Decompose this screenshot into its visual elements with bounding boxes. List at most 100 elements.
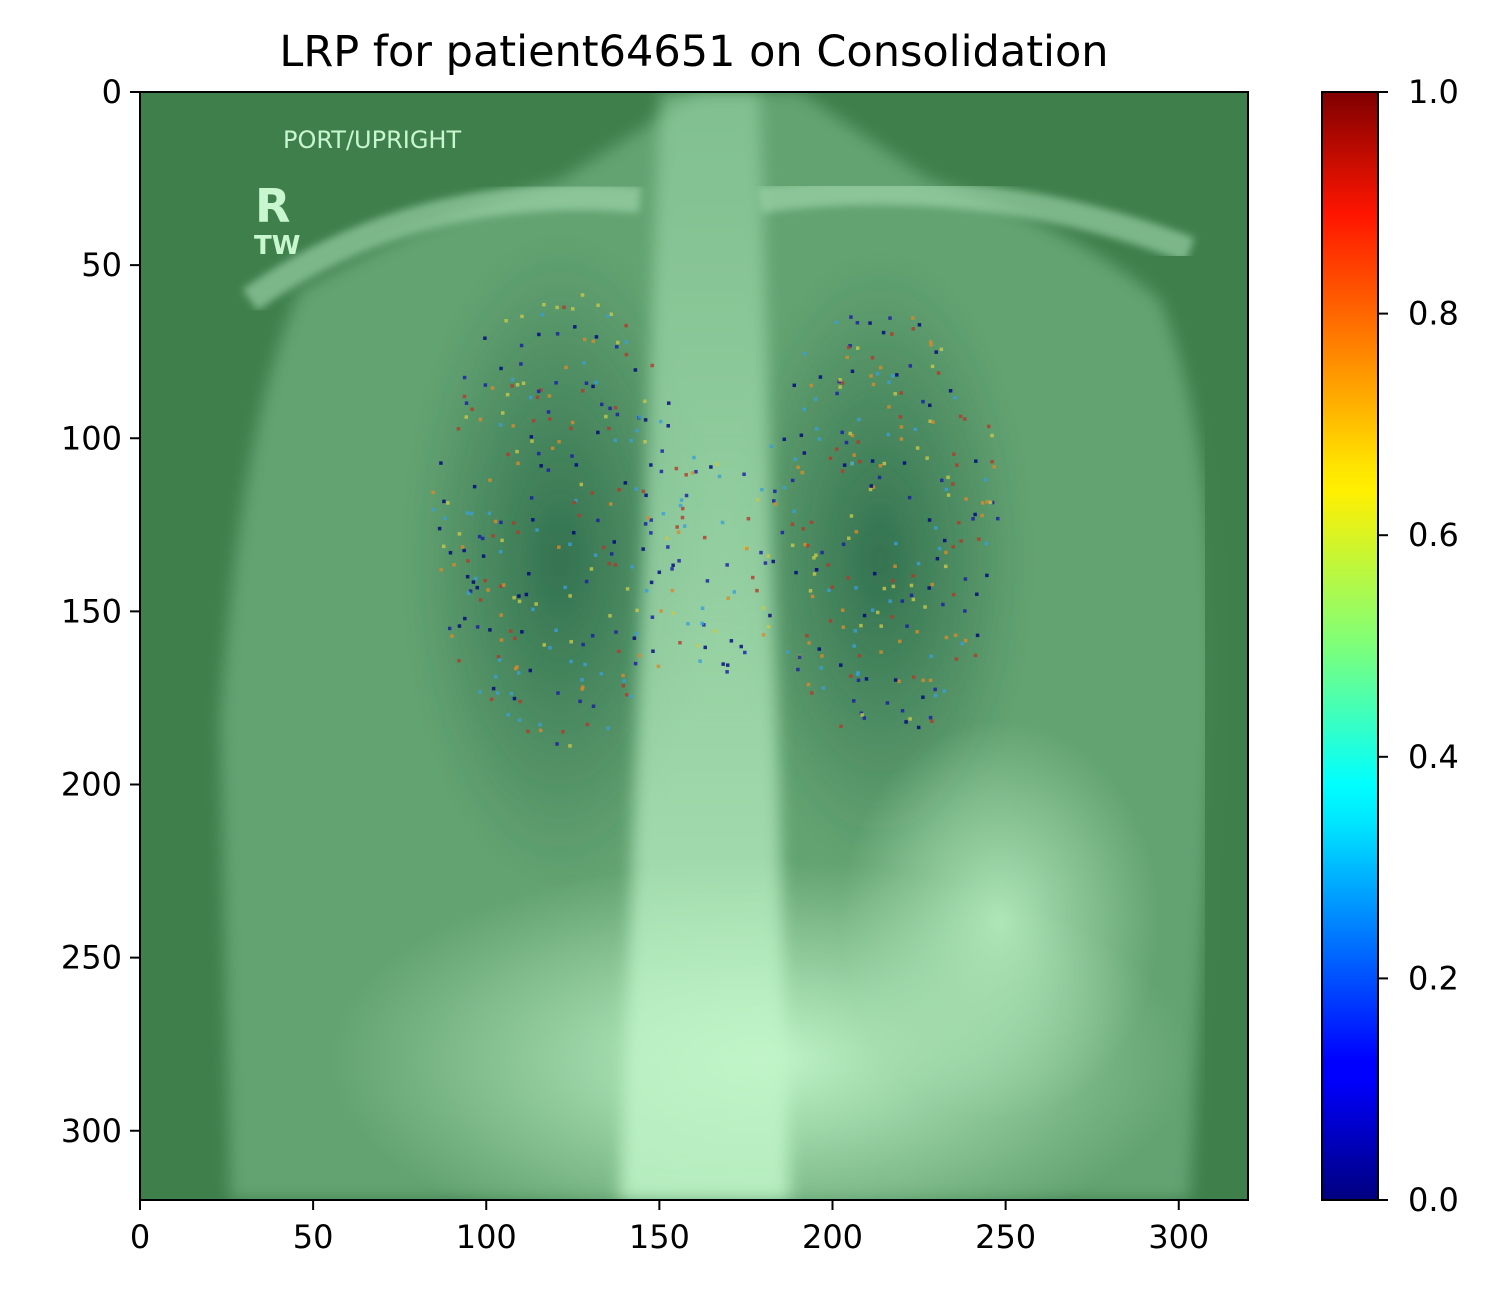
relevance-pixel xyxy=(677,559,681,563)
relevance-pixel xyxy=(518,699,522,704)
relevance-pixel xyxy=(582,361,586,365)
relevance-pixel xyxy=(483,383,488,387)
relevance-pixel xyxy=(670,567,674,571)
relevance-pixel xyxy=(692,455,696,460)
relevance-pixel xyxy=(725,670,729,674)
relevance-pixel xyxy=(527,571,531,576)
colorbar-tick-label: 0.0 xyxy=(1408,1181,1459,1219)
relevance-pixel xyxy=(665,536,669,541)
relevance-pixel xyxy=(946,493,951,497)
y-tick-label: 150 xyxy=(61,592,122,630)
relevance-pixel xyxy=(931,420,935,424)
relevance-pixel xyxy=(916,725,921,730)
relevance-pixel xyxy=(802,451,807,455)
relevance-pixel xyxy=(973,512,977,517)
relevance-pixel xyxy=(465,511,470,515)
relevance-pixel xyxy=(875,372,880,376)
plot-frame xyxy=(139,91,1249,1201)
relevance-pixel xyxy=(602,545,606,550)
relevance-pixel xyxy=(912,675,916,679)
relevance-pixel xyxy=(515,449,519,454)
relevance-pixel xyxy=(855,320,860,325)
relevance-pixel xyxy=(505,392,510,397)
relevance-pixel xyxy=(540,312,545,317)
relevance-pixel xyxy=(478,598,483,602)
x-tick-label: 50 xyxy=(293,1218,334,1256)
relevance-pixel xyxy=(763,561,768,565)
relevance-pixel xyxy=(849,674,853,678)
relevance-pixel xyxy=(717,474,722,479)
relevance-pixel xyxy=(913,427,918,432)
relevance-pixel xyxy=(907,495,912,500)
relevance-pixel xyxy=(684,493,689,498)
relevance-pixel xyxy=(624,340,629,344)
relevance-pixel xyxy=(703,645,707,650)
relevance-pixel xyxy=(457,624,462,628)
relevance-pixel xyxy=(609,312,614,317)
relevance-pixel xyxy=(755,588,759,593)
relevance-pixel xyxy=(646,516,651,520)
relevance-pixel xyxy=(702,623,706,627)
relevance-pixel xyxy=(609,502,613,506)
relevance-pixel xyxy=(930,582,934,587)
relevance-pixel xyxy=(846,576,850,580)
relevance-pixel xyxy=(607,426,611,431)
relevance-pixel xyxy=(530,439,534,443)
relevance-pixel xyxy=(679,498,684,502)
relevance-pixel xyxy=(860,713,864,717)
relevance-pixel xyxy=(890,615,894,619)
relevance-pixel xyxy=(635,428,639,433)
relevance-pixel xyxy=(501,583,506,587)
relevance-pixel xyxy=(574,498,578,503)
relevance-pixel xyxy=(771,559,775,564)
colorbar xyxy=(1322,92,1378,1200)
relevance-pixel xyxy=(988,500,993,505)
relevance-pixel xyxy=(934,350,938,354)
relevance-pixel xyxy=(927,586,931,590)
relevance-pixel xyxy=(666,424,670,428)
relevance-pixel xyxy=(621,673,625,678)
relevance-pixel xyxy=(633,661,638,666)
relevance-pixel xyxy=(721,662,725,666)
relevance-pixel xyxy=(857,653,862,658)
relevance-pixel xyxy=(958,414,963,419)
relevance-pixel xyxy=(882,586,887,591)
relevance-pixel xyxy=(859,623,863,628)
relevance-pixel xyxy=(510,384,514,388)
relevance-pixel xyxy=(568,594,572,598)
y-tick-label: 200 xyxy=(61,766,122,804)
relevance-pixel xyxy=(849,514,854,518)
relevance-pixel xyxy=(509,629,513,633)
relevance-pixel xyxy=(675,525,679,529)
relevance-pixel xyxy=(870,356,875,360)
relevance-pixel xyxy=(520,630,524,634)
relevance-pixel xyxy=(493,519,498,524)
relevance-pixel xyxy=(524,592,529,597)
relevance-pixel xyxy=(596,518,600,523)
relevance-pixel xyxy=(511,424,516,428)
relevance-pixel xyxy=(512,696,517,701)
relevance-pixel xyxy=(596,303,600,308)
relevance-pixel xyxy=(570,420,575,425)
relevance-pixel xyxy=(900,708,905,713)
relevance-pixel xyxy=(591,339,596,344)
relevance-pixel xyxy=(681,506,685,511)
relevance-pixel xyxy=(548,646,552,650)
relevance-pixel xyxy=(782,485,787,490)
relevance-pixel xyxy=(803,351,807,356)
relevance-pixel xyxy=(853,629,858,633)
relevance-pixel xyxy=(890,332,894,336)
relevance-pixel xyxy=(452,563,456,567)
relevance-pixel xyxy=(937,546,942,551)
relevance-pixel xyxy=(987,424,991,429)
relevance-pixel xyxy=(656,664,661,669)
relevance-pixel xyxy=(535,395,540,400)
relevance-pixel xyxy=(709,465,713,469)
relevance-pixel xyxy=(953,633,958,638)
relevance-pixel xyxy=(599,672,604,676)
relevance-pixel xyxy=(633,368,638,372)
relevance-pixel xyxy=(780,530,785,535)
relevance-pixel xyxy=(431,507,436,512)
relevance-pixel xyxy=(513,636,517,641)
relevance-pixel xyxy=(680,515,685,520)
